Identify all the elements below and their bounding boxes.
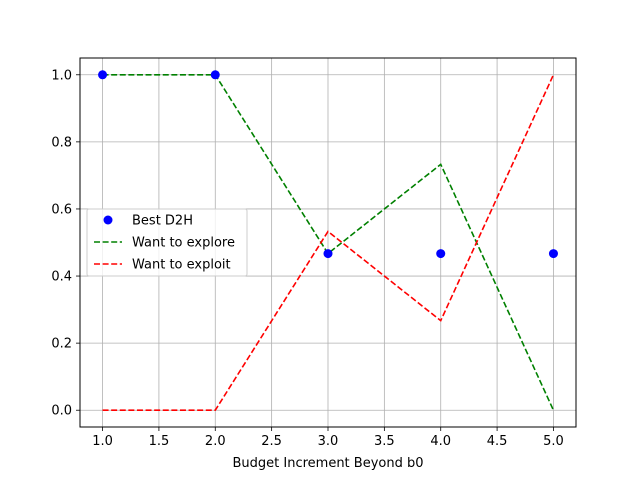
- x-tick-label: 1.5: [149, 434, 170, 449]
- x-tick-label: 5.0: [543, 434, 564, 449]
- y-tick-label: 0.0: [51, 404, 72, 419]
- x-tick-label: 2.0: [205, 434, 226, 449]
- data-point: [436, 249, 446, 259]
- legend-label-best-d2h: Best D2H: [132, 214, 193, 229]
- axis-ticks: 1.0 1.5 2.0 2.5 3.0 3.5 4.0 4.5 5.0 0.0 0.2 0.4 0.6 0…: [51, 68, 563, 449]
- data-point: [210, 70, 220, 80]
- x-tick-label: 4.5: [487, 434, 508, 449]
- x-tick-label: 4.0: [430, 434, 451, 449]
- x-tick-label: 1.0: [92, 434, 113, 449]
- x-tick-label: 2.5: [261, 434, 282, 449]
- y-tick-label: 0.2: [51, 337, 72, 352]
- legend-label-want-to-explore: Want to explore: [132, 236, 235, 251]
- data-point: [548, 249, 558, 259]
- plot-series: [98, 70, 558, 412]
- x-axis-label: Budget Increment Beyond b0: [232, 456, 423, 471]
- data-point: [323, 249, 333, 259]
- y-tick-label: 1.0: [51, 68, 72, 83]
- y-tick-label: 0.6: [51, 202, 72, 217]
- y-tick-label: 0.4: [51, 270, 72, 285]
- y-tick-label: 0.8: [51, 135, 72, 150]
- x-tick-label: 3.5: [374, 434, 395, 449]
- series-line-want-to-exploit: [102, 74, 555, 412]
- legend: Best D2H Want to explore Want to exploit: [86, 208, 248, 277]
- data-point: [98, 70, 108, 80]
- legend-box: [86, 208, 248, 277]
- legend-marker-best-d2h: [103, 215, 113, 225]
- x-tick-label: 3.0: [318, 434, 339, 449]
- legend-label-want-to-exploit: Want to exploit: [132, 258, 231, 273]
